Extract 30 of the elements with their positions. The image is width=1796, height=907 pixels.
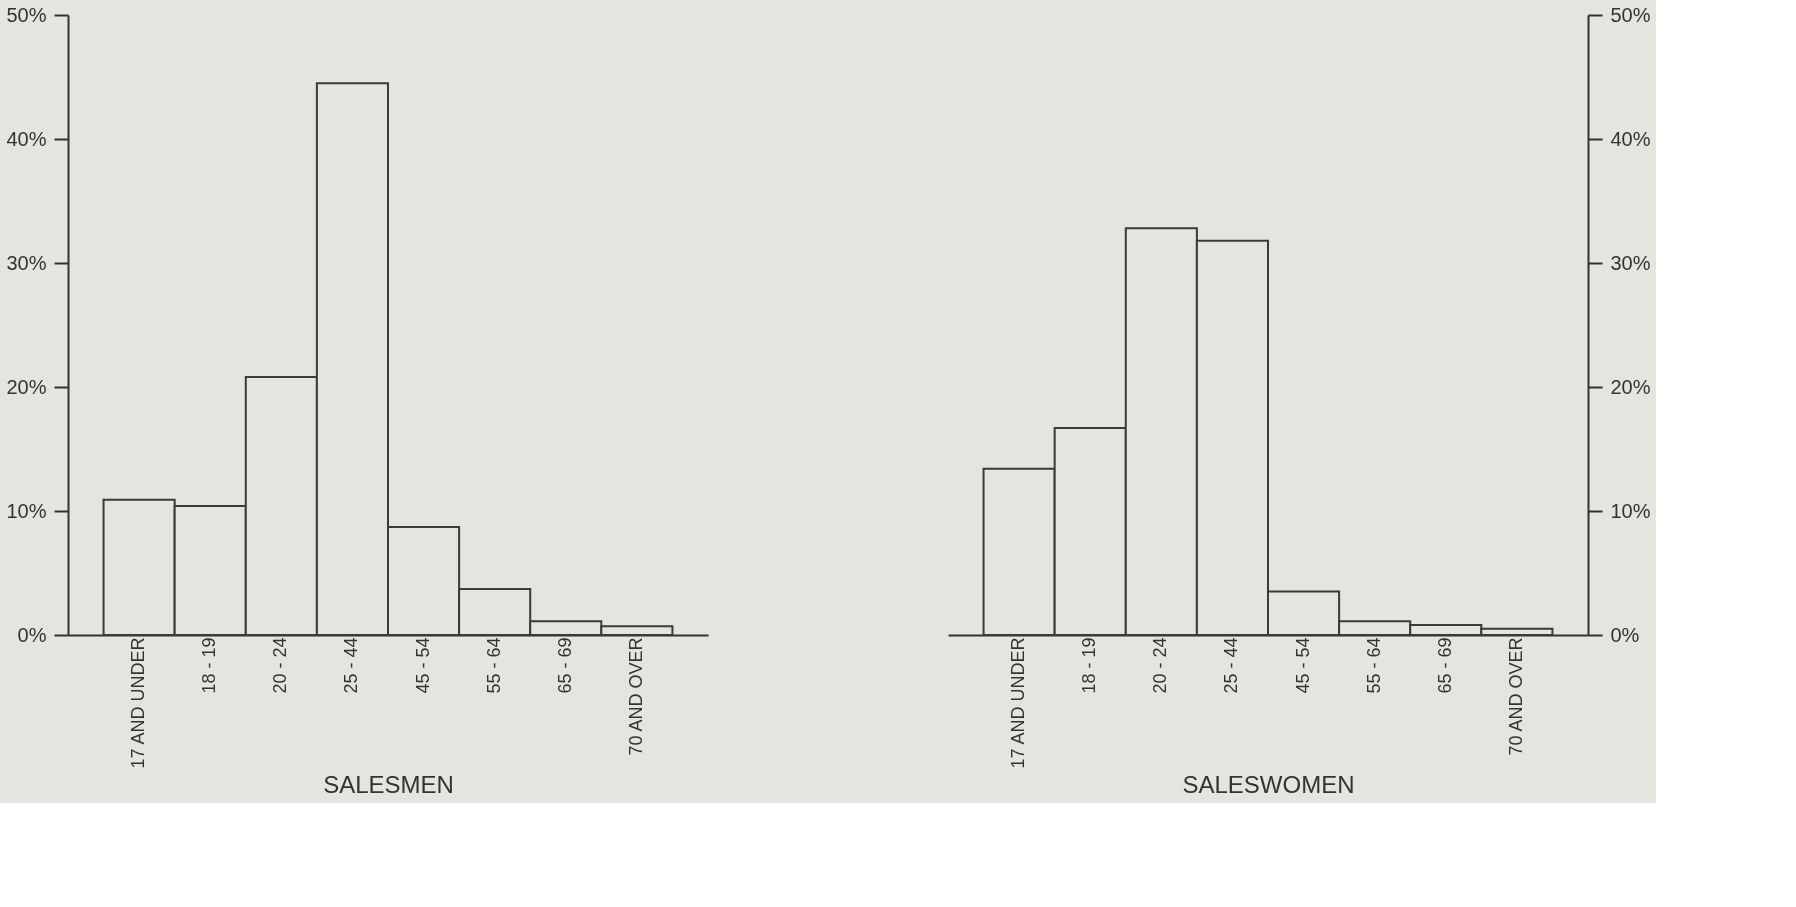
- x-tick-label: 18 - 19: [1079, 637, 1100, 694]
- x-tick-label: 25 - 44: [341, 637, 362, 694]
- x-tick-label: 70 AND OVER: [1505, 637, 1526, 756]
- x-tick-label: 65 - 69: [554, 637, 575, 694]
- y-tick-label: 10%: [6, 499, 47, 522]
- x-tick-label: 70 AND OVER: [625, 637, 646, 756]
- x-tick-label: 45 - 54: [412, 637, 433, 694]
- y-tick-label: 0%: [17, 623, 47, 646]
- x-tick-label: 45 - 54: [1292, 637, 1313, 694]
- x-tick-label: 55 - 64: [483, 637, 504, 694]
- x-tick-label: 17 AND UNDER: [1008, 637, 1029, 769]
- y-tick-label: 40%: [6, 127, 47, 150]
- x-axis-title: SALESMEN: [323, 770, 454, 798]
- x-tick-label: 18 - 19: [199, 637, 220, 694]
- x-tick-label: 17 AND UNDER: [128, 637, 149, 769]
- x-tick-label: 55 - 64: [1363, 637, 1384, 694]
- y-tick-label: 40%: [1610, 127, 1651, 150]
- y-tick-label: 30%: [6, 251, 47, 274]
- x-tick-label: 20 - 24: [1150, 637, 1171, 694]
- x-tick-label: 65 - 69: [1434, 637, 1455, 694]
- y-tick-label: 50%: [6, 3, 47, 26]
- y-tick-label: 50%: [1610, 3, 1651, 26]
- x-tick-label: 20 - 24: [270, 637, 291, 694]
- y-tick-label: 20%: [6, 375, 47, 398]
- x-tick-label: 25 - 44: [1221, 637, 1242, 694]
- y-tick-label: 20%: [1610, 375, 1651, 398]
- y-tick-label: 10%: [1610, 499, 1651, 522]
- x-axis-title: SALESWOMEN: [1182, 770, 1355, 798]
- y-tick-label: 0%: [1610, 623, 1640, 646]
- y-tick-label: 30%: [1610, 251, 1651, 274]
